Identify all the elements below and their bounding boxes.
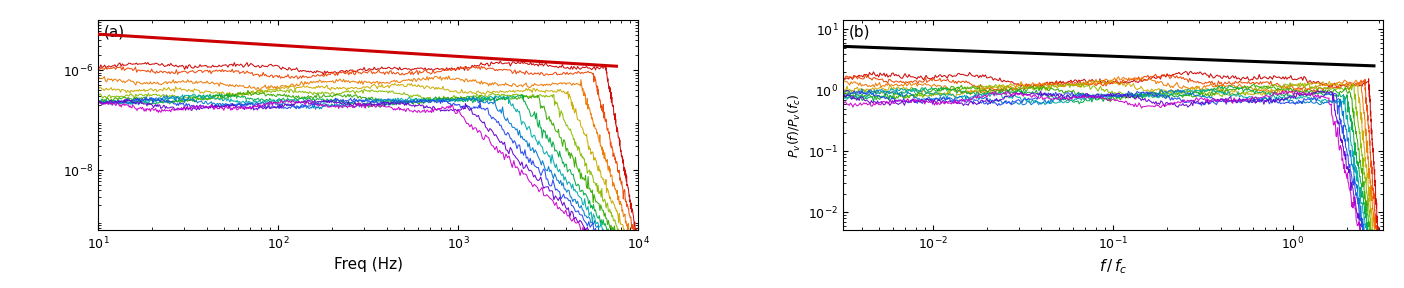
Text: (b): (b) [848,24,870,39]
Y-axis label: $P_v(f)/P_v(f_c)$: $P_v(f)/P_v(f_c)$ [786,93,803,158]
X-axis label: $f\,/\,f_c$: $f\,/\,f_c$ [1099,257,1127,276]
X-axis label: Freq (Hz): Freq (Hz) [334,257,403,272]
Text: (a): (a) [104,24,125,39]
